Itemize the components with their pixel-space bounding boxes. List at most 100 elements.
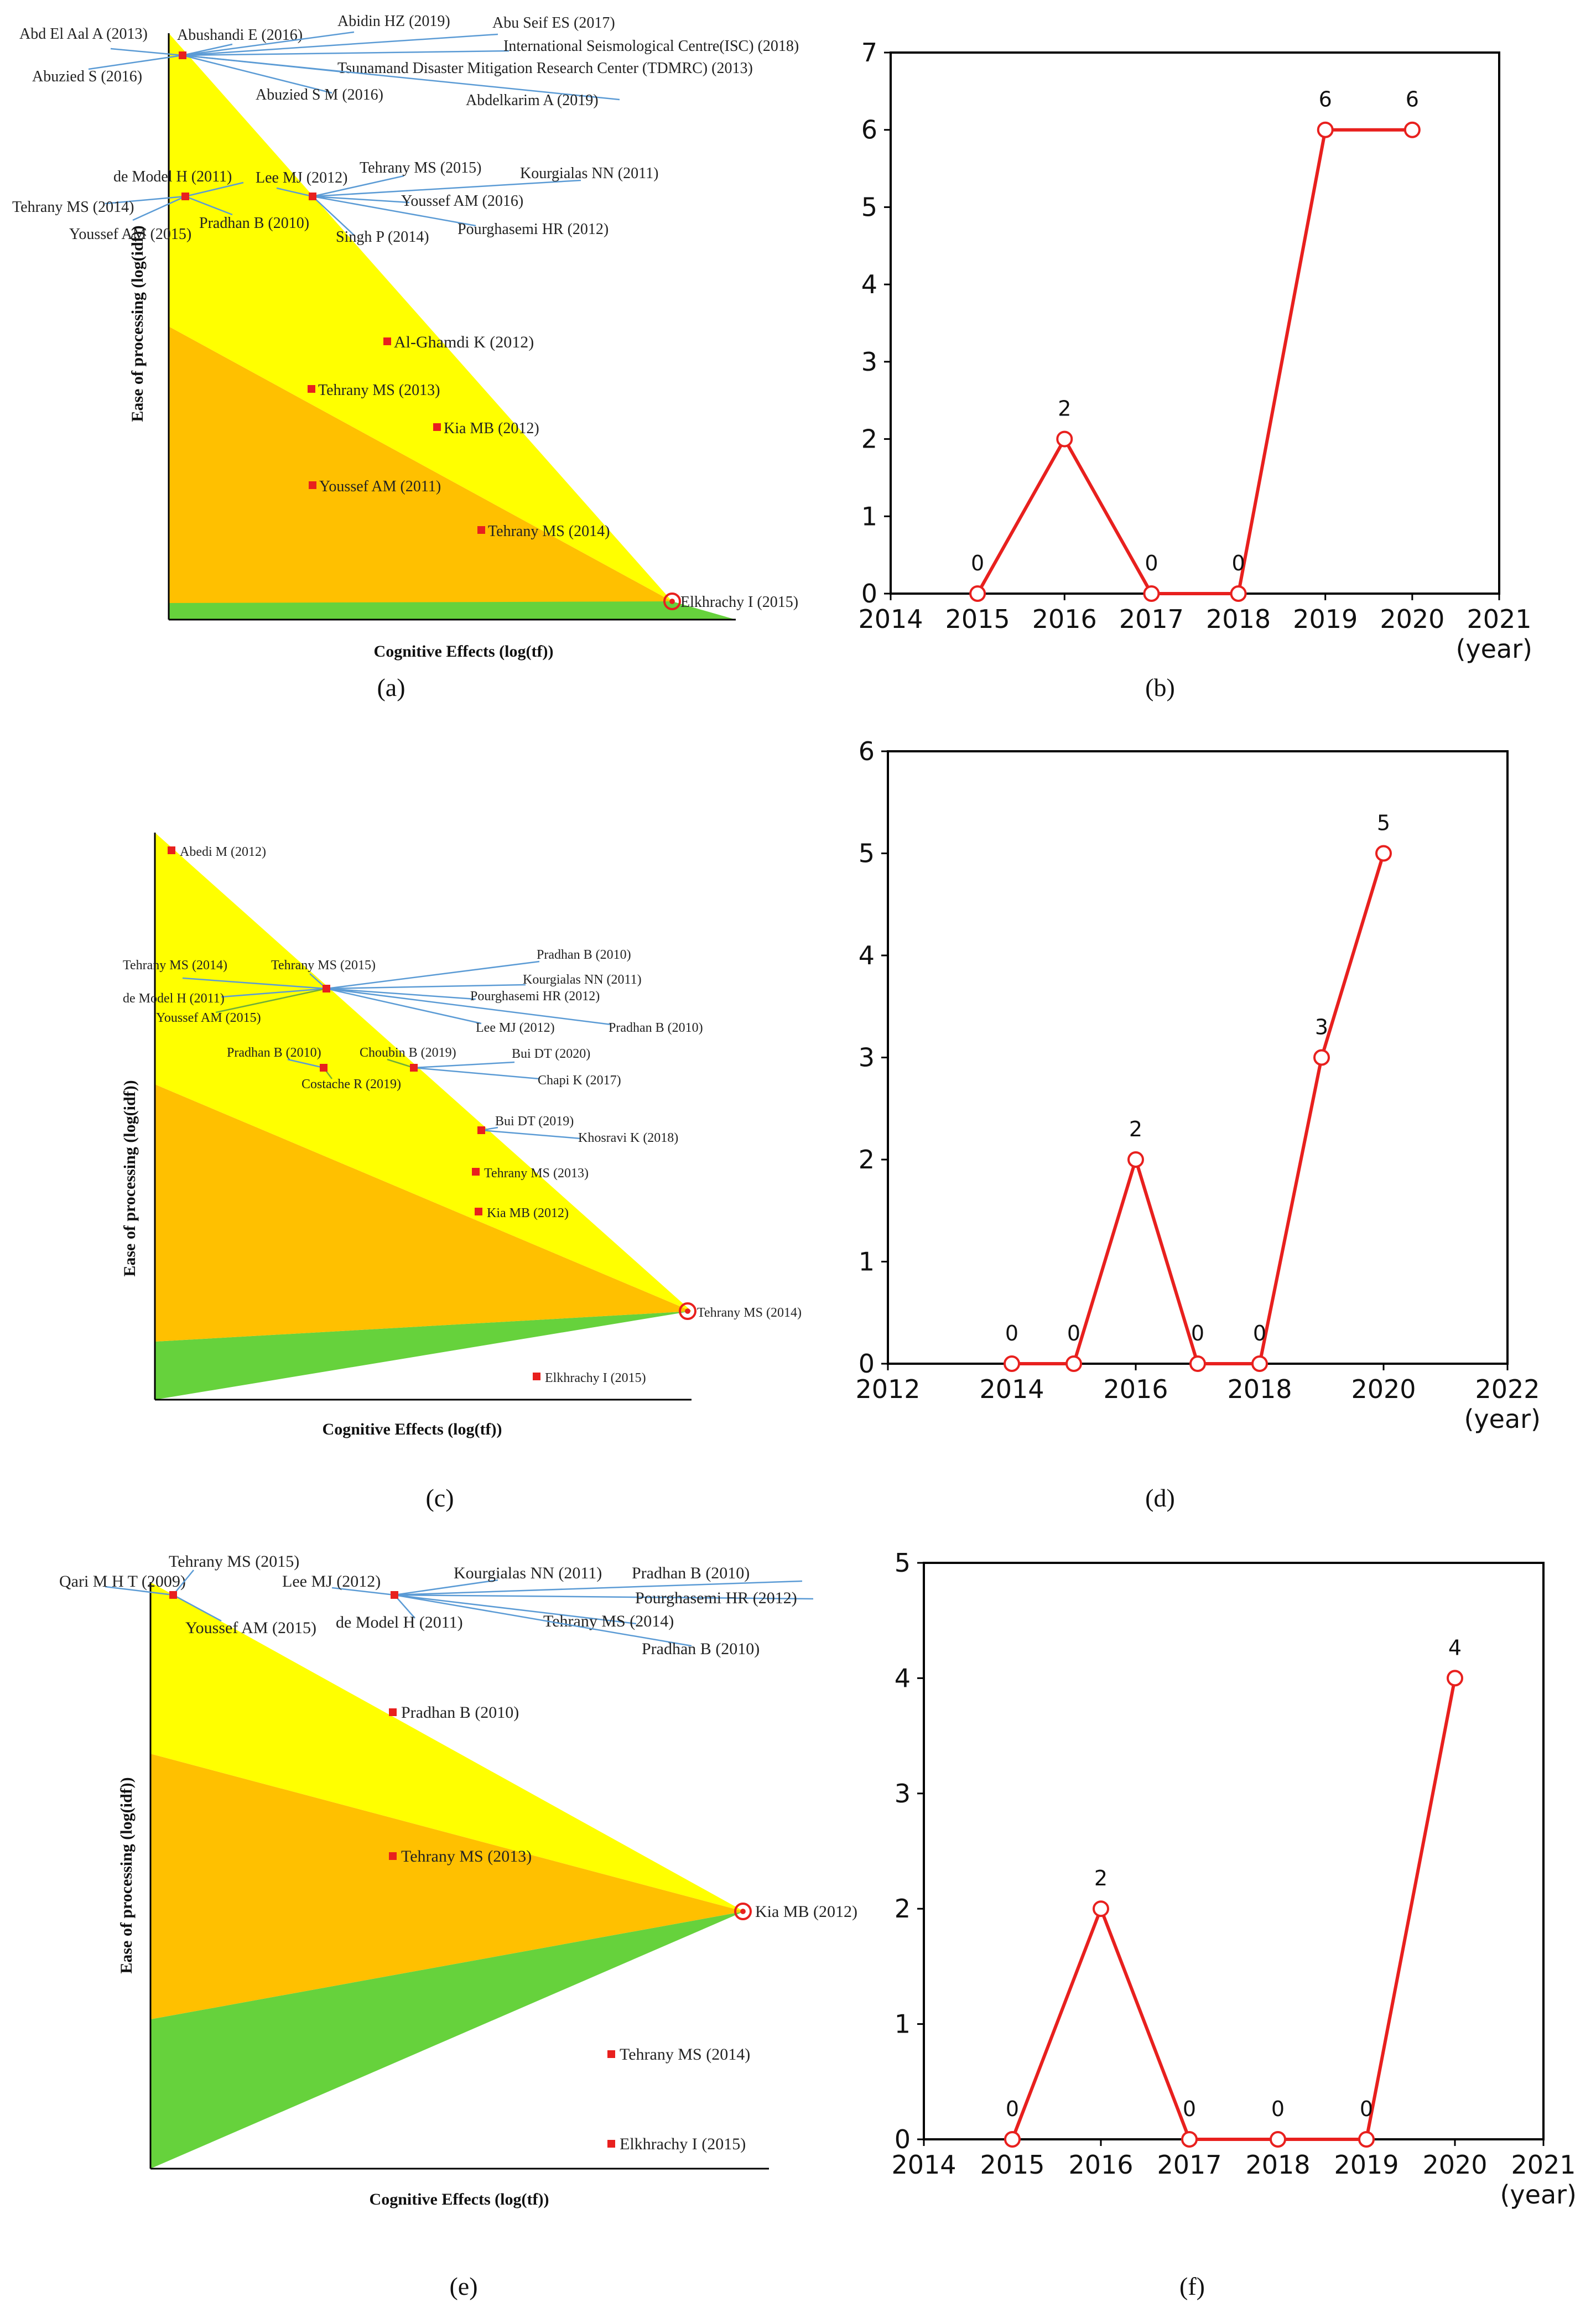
x-tick-label-f: 2014 [891, 2150, 956, 2180]
x-tick-label-f: 2020 [1422, 2150, 1487, 2180]
leader-line-a [276, 187, 313, 198]
x-tick-label-f: 2017 [1157, 2150, 1221, 2180]
leader-line-e [394, 1594, 637, 1625]
point-label-e: Elkhrachy I (2015) [620, 2135, 746, 2153]
point-label-a: Youssef AM (2011) [319, 478, 441, 495]
hub-label-c: Bui DT (2020) [512, 1047, 590, 1061]
point-marker-e [607, 2140, 615, 2148]
hub-label-a: Tsunamand Disaster Mitigation Research C… [337, 60, 753, 77]
hub-label-a: de Model H (2011) [113, 168, 232, 185]
apex-marker-a [663, 593, 681, 610]
data-point-d [1004, 1355, 1020, 1372]
point-marker-c [533, 1373, 540, 1380]
x-tick-label-d: 2016 [1103, 1374, 1168, 1404]
y-tick-label-d: 1 [859, 1247, 875, 1277]
hub-label-e: Tehrany MS (2014) [543, 1612, 674, 1630]
y-tick-label-b: 3 [861, 347, 877, 377]
y-tick-label-f: 0 [895, 2124, 911, 2154]
hub-label-c: Lee MJ (2012) [476, 1021, 555, 1035]
data-point-b [1143, 585, 1160, 602]
leader-line-a [182, 43, 233, 56]
point-label-c: Tehrany MS (2013) [484, 1166, 589, 1181]
leader-line-c [326, 984, 526, 990]
y-tick-label-b: 5 [861, 192, 877, 222]
data-point-d [1127, 1151, 1144, 1168]
panel-label-d: (d) [1145, 1484, 1175, 1512]
x-axis-title-e: Cognitive Effects (log(tf)) [370, 2190, 549, 2208]
y-tick-label-f: 3 [895, 1779, 911, 1808]
data-point-f [1270, 2131, 1286, 2148]
hub-label-a: Tehrany MS (2015) [360, 159, 481, 176]
hub-label-e: Qari M H T (2009) [59, 1572, 186, 1591]
leader-line-e [394, 1594, 814, 1600]
panel-label-f: (f) [1179, 2272, 1205, 2300]
green-zone-e [150, 1911, 744, 2169]
leader-line-a [312, 179, 581, 198]
point-marker-a [383, 337, 391, 345]
leader-line-e [331, 1587, 395, 1596]
point-label-c: Abedi M (2012) [180, 845, 266, 859]
yellow-zone-c [155, 833, 692, 1311]
leader-line-e [394, 1580, 803, 1596]
x-tick-label-d: 2018 [1227, 1374, 1292, 1404]
data-label-f: 0 [1006, 2097, 1019, 2121]
data-point-f [1093, 1900, 1109, 1917]
x-axis-title-c: Cognitive Effects (log(tf)) [323, 1420, 502, 1438]
hub-label-c: de Model H (2011) [123, 991, 225, 1006]
point-label-a: Kia MB (2012) [444, 420, 539, 437]
leader-line-c [326, 960, 540, 990]
hub-marker-c [323, 985, 330, 992]
hub-label-e: Pradhan B (2010) [632, 1564, 750, 1582]
leader-line-c [413, 1061, 515, 1069]
point-label-e: Tehrany MS (2013) [401, 1847, 532, 1865]
data-label-b: 0 [971, 551, 984, 575]
leader-line-c [326, 988, 612, 1026]
green-zone-a [169, 600, 736, 620]
point-label-a: Elkhrachy I (2015) [680, 594, 798, 611]
data-label-b: 2 [1058, 397, 1071, 421]
hub-marker-e [169, 1591, 177, 1599]
hub-label-c: Khosravi K (2018) [578, 1131, 678, 1145]
y-tick-label-d: 0 [859, 1349, 875, 1379]
leader-line-a [110, 48, 183, 56]
point-label-e: Pradhan B (2010) [401, 1703, 519, 1722]
point-label-c: Elkhrachy I (2015) [545, 1371, 646, 1385]
hub-label-a: Pourghasemi HR (2012) [458, 221, 609, 238]
hub-label-c: Tehrany MS (2015) [271, 958, 376, 973]
y-tick-label-d: 4 [859, 940, 875, 970]
panel-label-e: (e) [449, 2272, 477, 2300]
hub-label-c: Choubin B (2019) [360, 1046, 456, 1060]
x-tick-label-b: 2014 [858, 604, 923, 634]
x-axis-title-a: Cognitive Effects (log(tf)) [374, 642, 554, 661]
hub-label-a: Abushandi E (2016) [177, 27, 303, 44]
hub-label-c: Kourgialas NN (2011) [523, 973, 642, 987]
point-label-a: Tehrany MS (2013) [318, 382, 440, 399]
x-tick-label-b: 2020 [1380, 604, 1444, 634]
y-tick-label-b: 4 [861, 269, 877, 299]
data-label-b: 6 [1319, 87, 1332, 112]
y-axis-title-c: Ease of processing (log(idf)) [121, 1080, 139, 1276]
leader-line-a [185, 195, 233, 216]
x-axis-title-d: (year) [1464, 1404, 1541, 1434]
y-axis-title-a: Ease of processing (log(idf)) [128, 225, 147, 422]
x-axis-title-f: (year) [1500, 2180, 1577, 2210]
point-marker-a [309, 481, 316, 489]
hub-label-a: Abu Seif ES (2017) [492, 14, 615, 32]
hub-label-e: Pradhan B (2010) [642, 1640, 760, 1658]
x-tick-label-b: 2021 [1467, 604, 1531, 634]
hub-label-a: Tehrany MS (2014) [12, 199, 134, 216]
orange-zone-a [169, 326, 672, 603]
hub-marker-a [309, 193, 316, 200]
point-label-a: Al-Ghamdi K (2012) [394, 333, 534, 351]
x-tick-label-f: 2016 [1068, 2150, 1133, 2180]
hub-label-a: Youssef AM (2016) [401, 193, 523, 210]
series-line-b [976, 128, 1412, 595]
x-tick-label-b: 2015 [945, 604, 1010, 634]
data-point-d [1189, 1355, 1206, 1372]
hub-label-c: Tehrany MS (2014) [123, 958, 227, 973]
hub-label-e: Tehrany MS (2015) [169, 1552, 299, 1571]
hub-label-c: Youssef AM (2015) [156, 1011, 261, 1025]
leader-line-c [215, 988, 327, 1014]
hub-marker-e [391, 1591, 398, 1599]
